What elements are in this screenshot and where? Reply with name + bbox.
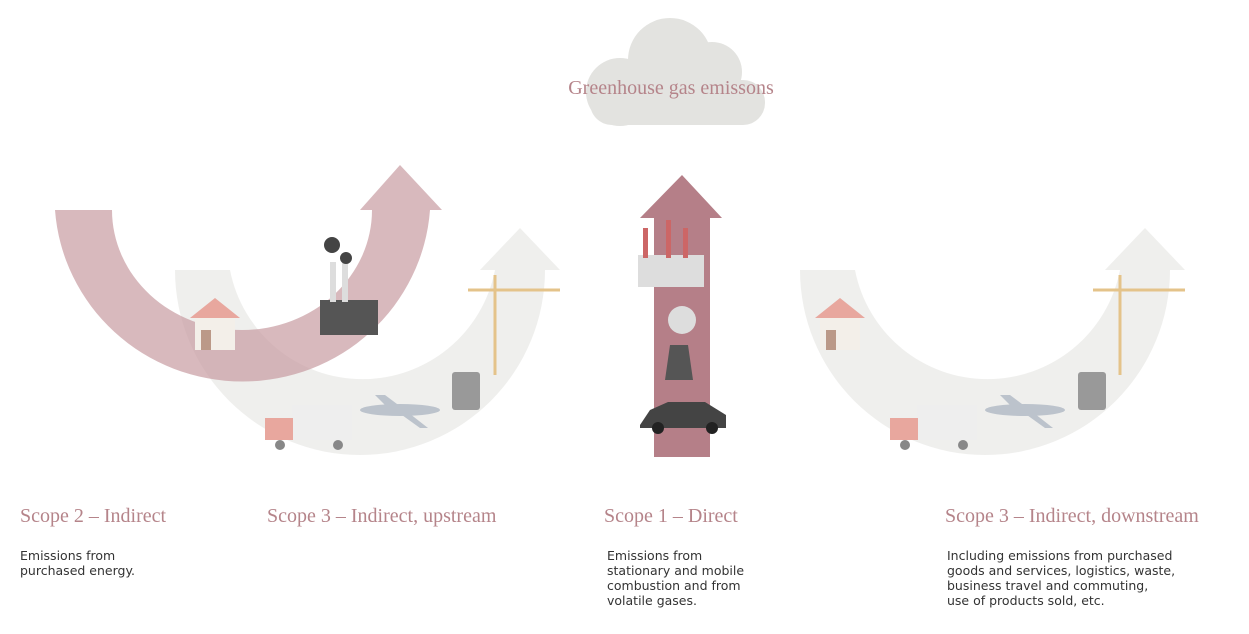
- illustration: Greenhouse gas emissons: [0, 0, 1249, 634]
- description-line: Emissions from: [20, 548, 135, 563]
- description-line: combustion and from: [607, 578, 744, 593]
- cloud: [586, 18, 765, 126]
- scope2-arrow: [55, 165, 442, 382]
- description-line: use of products sold, etc.: [947, 593, 1175, 608]
- description-line: Emissions from: [607, 548, 744, 563]
- description-line: purchased energy.: [20, 563, 135, 578]
- scope-title: Scope 3 – Indirect, downstream: [945, 505, 1199, 528]
- scope-title: Scope 3 – Indirect, upstream: [267, 505, 496, 528]
- diagram: Greenhouse gas emissons Scope 2 – Indire…: [0, 0, 1249, 634]
- title: Greenhouse gas emissons: [568, 77, 774, 99]
- description-line: stationary and mobile: [607, 563, 744, 578]
- description-line: goods and services, logistics, waste,: [947, 563, 1175, 578]
- scope-title: Scope 1 – Direct: [604, 505, 738, 528]
- description-line: volatile gases.: [607, 593, 744, 608]
- description-line: Including emissions from purchased: [947, 548, 1175, 563]
- scope-title: Scope 2 – Indirect: [20, 505, 166, 528]
- description-line: business travel and commuting,: [947, 578, 1175, 593]
